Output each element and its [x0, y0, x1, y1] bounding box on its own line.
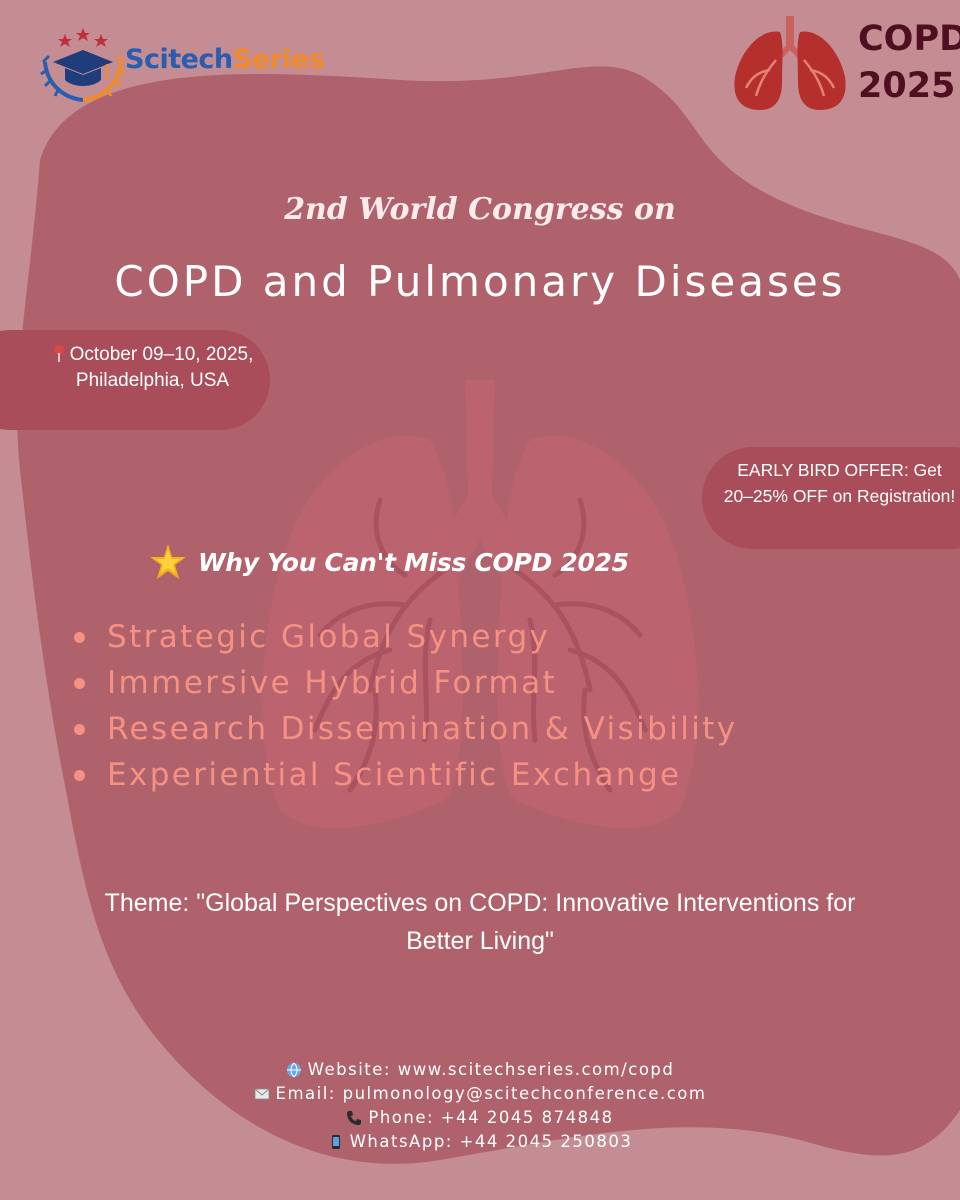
globe-icon	[286, 1062, 301, 1078]
date-location: October 09–10, 2025, Philadelphia, USA	[40, 342, 265, 394]
badge-line2: 2025	[858, 66, 956, 106]
contact-phone: Phone: +44 2045 874848	[0, 1106, 960, 1130]
brand-name: ScitechSeries	[125, 44, 325, 75]
list-item: Experiential Scientific Exchange	[72, 752, 738, 798]
star-icon	[150, 544, 186, 579]
mobile-icon	[331, 1135, 340, 1149]
theme-statement: Theme: "Global Perspectives on COPD: Inn…	[104, 889, 856, 955]
page-title: COPD and Pulmonary Diseases	[114, 257, 846, 306]
phone-icon	[347, 1111, 362, 1125]
brand-name-part2: Series	[232, 44, 325, 75]
bullet-icon	[74, 770, 85, 781]
list-item: Research Dissemination & Visibility	[72, 706, 738, 752]
contact-info: Website: www.scitechseries.com/copd Emai…	[0, 1058, 960, 1154]
brand-name-part1: Scitech	[125, 44, 233, 75]
congress-subtitle: 2nd World Congress on	[284, 192, 676, 227]
bullet-icon	[74, 724, 85, 735]
lungs-illustration	[261, 380, 699, 829]
bullet-icon	[74, 678, 85, 689]
contact-email: Email: pulmonology@scitechconference.com	[0, 1082, 960, 1106]
list-item-text: Strategic Global Synergy	[107, 619, 551, 655]
phone-number[interactable]: Phone: +44 2045 874848	[368, 1108, 614, 1127]
envelope-icon	[254, 1088, 269, 1100]
list-item: Immersive Hybrid Format	[72, 660, 738, 706]
graduation-cap-logo-icon	[40, 28, 126, 102]
bullet-icon	[74, 632, 85, 643]
badge-line1: COPD	[858, 19, 960, 59]
list-item-text: Research Dissemination & Visibility	[107, 711, 738, 747]
whatsapp-number[interactable]: WhatsApp: +44 2045 250803	[349, 1132, 633, 1151]
date-location-text: October 09–10, 2025, Philadelphia, USA	[69, 344, 254, 391]
date-pill	[0, 330, 270, 430]
list-item-text: Experiential Scientific Exchange	[107, 757, 682, 793]
highlights-heading: Why You Can't Miss COPD 2025	[148, 540, 629, 584]
contact-website: Website: www.scitechseries.com/copd	[0, 1058, 960, 1082]
early-bird-offer: EARLY BIRD OFFER: Get 20–25% OFF on Regi…	[723, 460, 956, 506]
email-link[interactable]: Email: pulmonology@scitechconference.com	[275, 1084, 707, 1103]
website-link[interactable]: Website: www.scitechseries.com/copd	[307, 1060, 675, 1079]
highlights-list: Strategic Global Synergy Immersive Hybri…	[72, 614, 738, 798]
event-badge: COPD 2025	[858, 16, 960, 110]
contact-whatsapp: WhatsApp: +44 2045 250803	[0, 1130, 960, 1154]
list-item-text: Immersive Hybrid Format	[107, 665, 558, 701]
offer-pill	[702, 447, 960, 549]
list-item: Strategic Global Synergy	[72, 614, 738, 660]
highlights-heading-text: Why You Can't Miss COPD 2025	[198, 547, 629, 577]
lungs-icon	[734, 16, 846, 110]
pin-icon	[53, 345, 64, 362]
